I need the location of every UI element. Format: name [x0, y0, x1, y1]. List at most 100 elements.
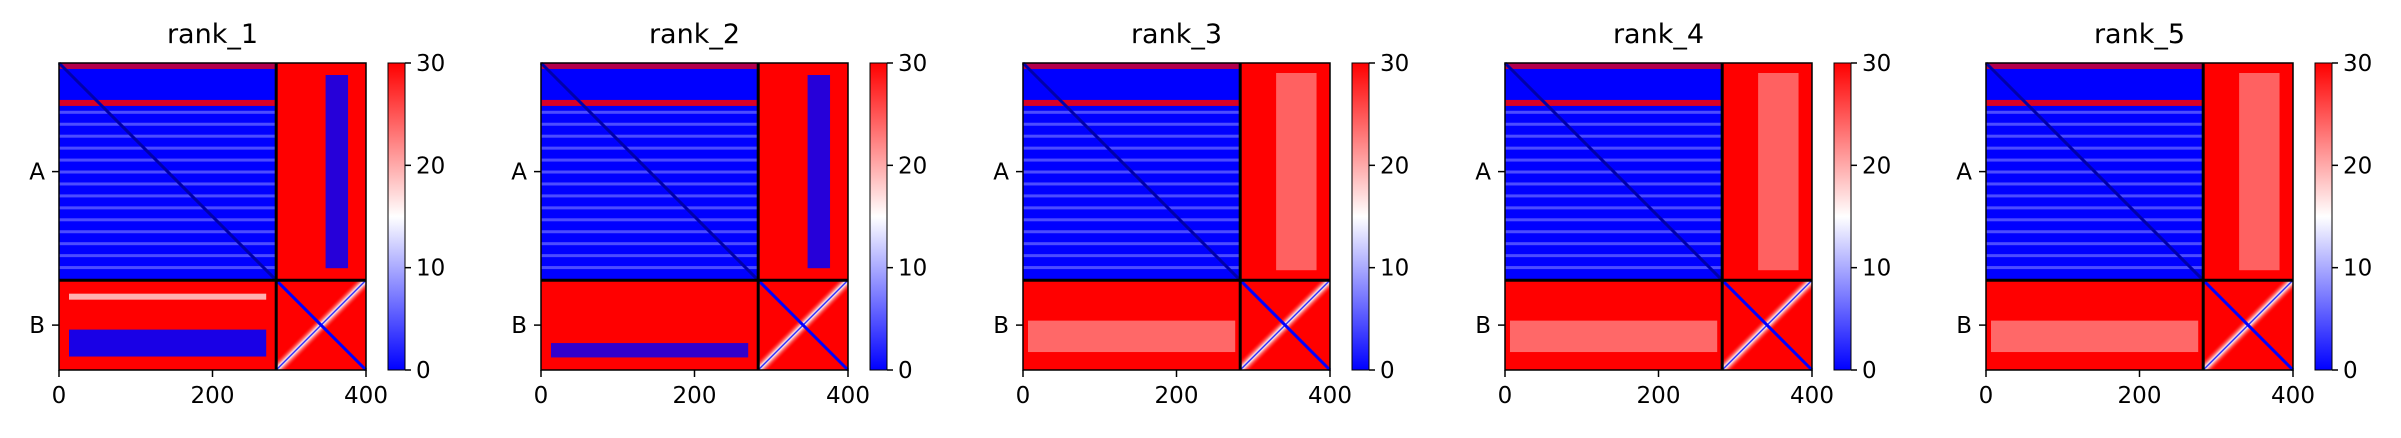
error-band: [1986, 63, 2204, 69]
diagonal: [1239, 279, 1332, 372]
stripe: [541, 218, 759, 222]
stripe: [1023, 182, 1241, 186]
colorbar-tick-label: 30: [1380, 51, 1409, 77]
colorbar: [869, 62, 888, 371]
panel-title: rank_1: [167, 19, 258, 50]
y-tick-label: A: [29, 160, 45, 186]
stripe: [59, 242, 277, 246]
stripe: [1023, 230, 1241, 234]
x-tick-label: 200: [191, 383, 235, 409]
colorbar: [1351, 62, 1370, 371]
heatmap-panel-5: rank_5 0 200 400 A B 0 10 20 30: [1956, 19, 2372, 409]
error-band: [1986, 99, 2204, 106]
stripe: [1986, 182, 2204, 186]
ba-strip: [1028, 320, 1236, 353]
x-tick-label: 400: [1308, 383, 1352, 409]
diagonal: [1721, 279, 1814, 372]
stripe: [1505, 242, 1723, 246]
heatmap-panel-1: rank_1 0 200 400 A B 0 10 20 30: [29, 19, 445, 409]
error-band: [1023, 99, 1241, 106]
y-tick-label: A: [511, 160, 527, 186]
diagonal: [1503, 61, 1724, 282]
error-band: [1505, 99, 1723, 106]
stripe: [1986, 230, 2204, 234]
colorbar-tick-label: 20: [2343, 153, 2372, 179]
error-band: [541, 99, 759, 106]
ab-strip: [2239, 73, 2280, 271]
y-tick-label: B: [511, 313, 527, 339]
colorbar-tick-label: 30: [416, 51, 445, 77]
stripe: [1505, 218, 1723, 222]
ba-strip: [1991, 320, 2199, 353]
colorbar-tick-label: 0: [1862, 358, 1877, 384]
stripe: [1505, 194, 1723, 198]
panel-title: rank_4: [1613, 19, 1704, 50]
x-tick-label: 200: [2118, 383, 2162, 409]
ba-strip: [69, 293, 267, 300]
panel-title: rank_5: [2094, 19, 2185, 50]
x-tick-label: 200: [1637, 383, 1681, 409]
stripe: [1023, 254, 1241, 258]
diagonal: [539, 61, 760, 282]
x-tick-label: 0: [1979, 383, 1994, 409]
ba-strip: [1510, 320, 1718, 353]
colorbar-tick-label: 20: [898, 153, 927, 179]
stripe: [541, 146, 759, 150]
colorbar: [387, 62, 406, 371]
colorbar-tick-label: 10: [898, 256, 927, 282]
stripe: [541, 242, 759, 246]
stripe: [59, 266, 277, 270]
stripe: [541, 206, 759, 210]
stripe: [1023, 158, 1241, 162]
stripe: [1505, 146, 1723, 150]
x-tick-label: 400: [2271, 383, 2315, 409]
colorbar-tick-label: 0: [898, 358, 913, 384]
stripe: [1986, 206, 2204, 210]
x-tick-label: 400: [344, 383, 388, 409]
panel-title: rank_2: [649, 19, 740, 50]
stripe: [1986, 266, 2204, 270]
stripe: [1986, 122, 2204, 126]
ab-strip: [1758, 73, 1799, 271]
stripe: [1505, 266, 1723, 270]
error-band: [59, 99, 277, 106]
diagonal: [57, 61, 278, 282]
colorbar: [1833, 62, 1852, 371]
stripe: [1023, 122, 1241, 126]
stripe: [1986, 218, 2204, 222]
colorbar-tick-label: 20: [416, 153, 445, 179]
x-tick-label: 0: [52, 383, 67, 409]
stripe: [1505, 122, 1723, 126]
colorbar-tick-label: 0: [2343, 358, 2358, 384]
colorbar: [2314, 62, 2333, 371]
stripe: [541, 158, 759, 162]
panel-title: rank_3: [1131, 19, 1222, 50]
stripe: [59, 134, 277, 138]
error-band: [1023, 63, 1241, 69]
stripe: [541, 134, 759, 138]
diagonal: [1984, 61, 2205, 282]
colorbar-tick-label: 30: [1862, 51, 1891, 77]
colorbar-tick-label: 0: [416, 358, 431, 384]
x-tick-label: 400: [1790, 383, 1834, 409]
x-tick-label: 200: [1155, 383, 1199, 409]
stripe: [59, 206, 277, 210]
diagonal: [275, 279, 368, 372]
y-tick-label: B: [1956, 313, 1972, 339]
colorbar-tick-label: 10: [1862, 256, 1891, 282]
heatmap-panel-3: rank_3 0 200 400 A B 0 10 20 30: [993, 19, 1409, 409]
stripe: [1505, 206, 1723, 210]
colorbar-tick-label: 10: [416, 256, 445, 282]
y-tick-label: B: [29, 313, 45, 339]
stripe: [59, 146, 277, 150]
stripe: [1505, 182, 1723, 186]
stripe: [59, 182, 277, 186]
colorbar-tick-label: 10: [1380, 256, 1409, 282]
diagonal: [757, 279, 850, 372]
colorbar-tick-label: 0: [1380, 358, 1395, 384]
y-tick-label: A: [1956, 160, 1972, 186]
stripe: [1023, 110, 1241, 114]
stripe: [59, 110, 277, 114]
stripe: [1505, 110, 1723, 114]
